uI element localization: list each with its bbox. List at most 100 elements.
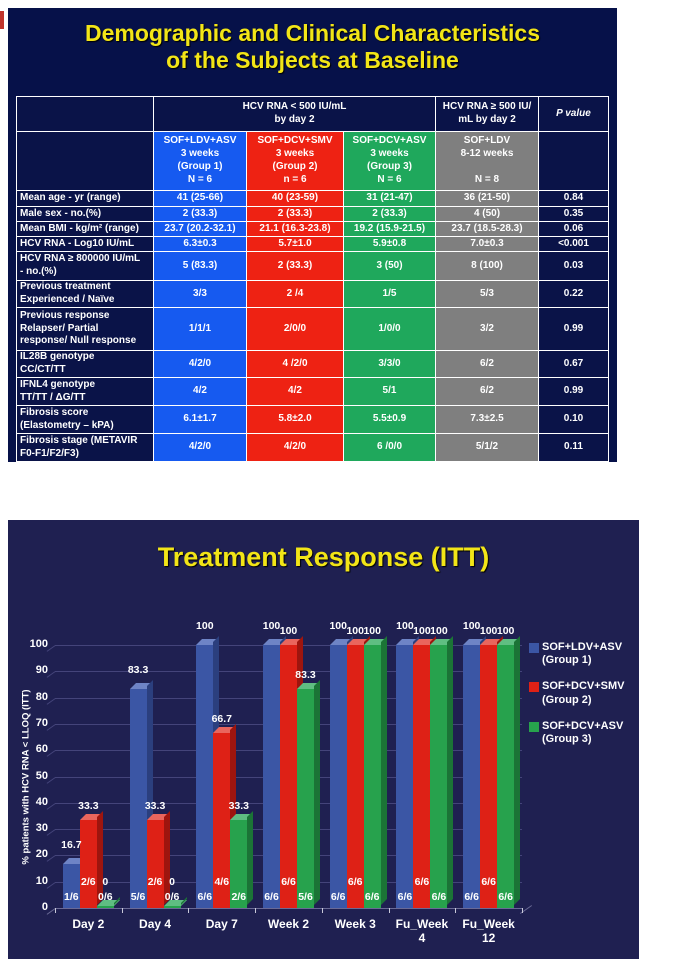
value-cell: 2/0/0 xyxy=(246,307,344,351)
group-header-2: SOF+DCV+SMV 3 weeks (Group 2) n = 6 xyxy=(246,131,344,191)
value-cell: 2 (33.3) xyxy=(343,206,436,222)
value-cell: 0.99 xyxy=(538,307,609,351)
row-label: IFNL4 genotype TT/TT / ΔG/TT xyxy=(16,377,154,406)
bar-fraction-label: 6/6 xyxy=(281,876,296,888)
value-cell: 5/3 xyxy=(435,280,539,308)
value-cell: 3 (50) xyxy=(343,251,436,281)
group-header-1: SOF+LDV+ASV 3 weeks (Group 1) N = 6 xyxy=(153,131,247,191)
bar-fraction-label: 6/6 xyxy=(481,876,496,888)
bar-fraction-label: 1/6 xyxy=(64,891,79,903)
table-row: Previous treatment Experienced / Naïve 3/… xyxy=(16,280,609,308)
category-label: Day 2 xyxy=(72,917,105,931)
bar-SOF+DCV+SMV-Week 2 xyxy=(280,636,303,908)
value-cell: 40 (23-59) xyxy=(246,190,344,207)
row-label: Male sex - no.(%) xyxy=(16,206,154,222)
bar-fraction-label: 6/6 xyxy=(397,891,413,903)
bar-SOF+DCV+ASV-Day 2 xyxy=(96,897,120,908)
value-cell: 8 (100) xyxy=(435,251,539,281)
bar-SOF+DCV+SMV-Fu_Week-4 xyxy=(413,636,437,908)
value-cell: 0.22 xyxy=(538,280,609,308)
gridline-0 xyxy=(55,908,522,909)
value-cell: 4 /2/0 xyxy=(246,350,344,378)
value-cell: 4/2/0 xyxy=(153,350,247,378)
red-edge-mark xyxy=(0,11,4,29)
slide1-title: Demographic and Clinical Characteristics… xyxy=(84,20,541,74)
bar-fraction-label: 2/6 xyxy=(231,891,247,903)
corner-cell xyxy=(16,96,154,132)
bar-side-face xyxy=(514,636,521,905)
bar-value-label: 100 xyxy=(462,620,481,632)
group-header-3: SOF+DCV+ASV 3 weeks (Group 3) N = 6 xyxy=(343,131,436,191)
bar-value-label: 100 xyxy=(363,625,381,637)
table-cell xyxy=(16,131,154,191)
category-label: Week 3 xyxy=(334,917,376,931)
legend-label: SOF+DCV+ASV (Group 3) xyxy=(542,719,624,745)
value-cell: 7.3±2.5 xyxy=(435,405,539,434)
value-cell: 0.99 xyxy=(538,377,609,406)
value-cell: 6.1±1.7 xyxy=(153,405,247,434)
value-cell: 6/2 xyxy=(435,377,539,406)
table-row: IFNL4 genotype TT/TT / ΔG/TT 4/2 4/2 5/1 6/2… xyxy=(16,377,609,406)
value-cell: 6.3±0.3 xyxy=(153,236,247,252)
value-cell: 5/1 xyxy=(343,377,436,406)
value-cell: 5/1/2 xyxy=(435,433,539,462)
bar-fraction-label: 6/6 xyxy=(364,891,380,903)
bar-SOF+LDV+ASV-Week 3 xyxy=(329,636,353,908)
bar-value-label: 33.3 xyxy=(78,800,99,813)
bar-value-label: 33.3 xyxy=(228,800,249,813)
bar-SOF+DCV+SMV-Week 3 xyxy=(346,636,370,908)
x-tick xyxy=(255,908,257,913)
bar-value-label: 66.7 xyxy=(211,712,232,725)
value-cell: 2 (33.3) xyxy=(246,251,344,281)
bar-fraction-label: 6/6 xyxy=(264,891,279,903)
y-tick-label: 60 xyxy=(35,743,48,756)
value-cell: 3/3 xyxy=(153,280,247,308)
bar-SOF+LDV+ASV-Day 7 xyxy=(196,636,220,908)
value-cell: 0.84 xyxy=(538,190,609,207)
row-label: Previous response Relapser/ Partial resp… xyxy=(16,307,154,351)
legend-label: SOF+DCV+SMV (Group 2) xyxy=(542,680,625,706)
x-tick xyxy=(55,908,56,913)
row-label: HCV RNA - Log10 IU/mL xyxy=(16,236,154,252)
bar-SOF+LDV+ASV-Day 2 xyxy=(62,855,86,908)
table-row: Mean BMI - kg/m² (range) 23.7 (20.2-32.1)… xyxy=(16,221,609,237)
bar-SOF+DCV+SMV-Fu_Week-12 xyxy=(480,636,504,908)
bar-SOF+LDV+ASV-Day 4 xyxy=(129,679,153,908)
value-cell: 3/2 xyxy=(435,307,539,351)
y-tick-label: 50 xyxy=(35,769,48,782)
bar-fraction-label: 6/6 xyxy=(498,891,513,903)
value-cell: 4 (50) xyxy=(435,206,539,222)
row-label: HCV RNA ≥ 800000 IU/mL - no.(%) xyxy=(16,251,154,281)
value-cell: 41 (25-66) xyxy=(153,190,247,207)
category-label: Fu_Week 12 xyxy=(462,917,515,946)
value-cell: 0.03 xyxy=(538,251,609,281)
table-row: Mean age - yr (range) 41 (25-66) 40 (23-59… xyxy=(16,190,609,207)
table-row: Male sex - no.(%) 2 (33.3) 2 (33.3) 2 (33.3… xyxy=(16,206,609,222)
value-cell: 23.7 (20.2-32.1) xyxy=(153,221,247,237)
row-label: Mean BMI - kg/m² (range) xyxy=(16,221,154,237)
bar-SOF+DCV+ASV-Week 2 xyxy=(297,679,320,908)
bar-SOF+DCV+ASV-Fu_Week-12 xyxy=(497,636,521,908)
y-tick-label: 0 xyxy=(41,901,48,913)
value-cell: 5.5±0.9 xyxy=(343,405,436,434)
value-cell: 5.8±2.0 xyxy=(246,405,344,434)
bar-value-label: 100 xyxy=(479,625,498,637)
bar-value-label: 83.3 xyxy=(127,663,149,676)
category-label: Day 7 xyxy=(205,917,238,931)
category-label: Fu_Week 4 xyxy=(395,917,449,946)
x-tick xyxy=(188,908,190,913)
y-tick-label: 100 xyxy=(29,638,48,650)
bar-fraction-label: 6/6 xyxy=(330,891,346,903)
value-cell: <0.001 xyxy=(538,236,609,252)
value-cell: 19.2 (15.9-21.5) xyxy=(343,221,436,237)
bar-value-label: 33.3 xyxy=(144,800,166,813)
row-label: Fibrosis score (Elastometry – kPA) xyxy=(16,405,154,434)
table-row: HCV RNA ≥ 800000 IU/mL - no.(%) 5 (83.3) 2… xyxy=(16,251,609,281)
bar-SOF+DCV+ASV-Day 4 xyxy=(163,897,187,908)
bar-fraction-label: 2/6 xyxy=(81,876,96,888)
value-cell: 0.10 xyxy=(538,405,609,434)
table-row: IL28B genotype CC/CT/TT 4/2/0 4 /2/0 3/3/0 6… xyxy=(16,350,609,378)
x-tick xyxy=(388,908,390,913)
bar-value-label: 100 xyxy=(430,625,448,637)
